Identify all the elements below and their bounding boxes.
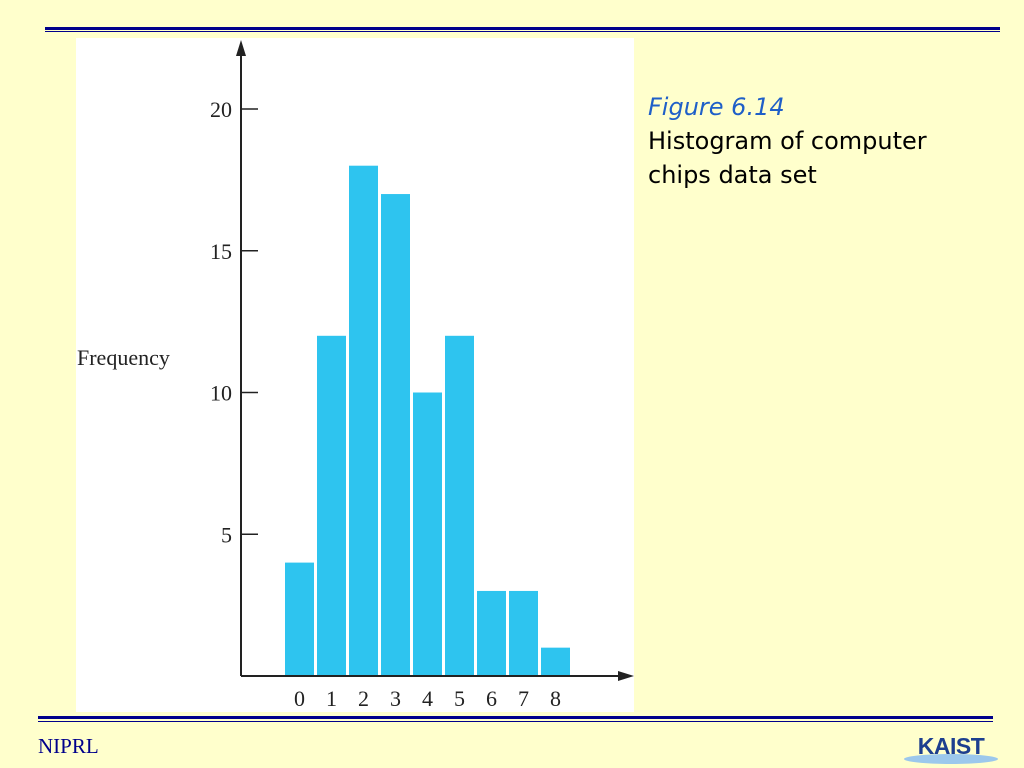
top-rule-thin [45, 31, 1000, 32]
y-tick-label: 5 [221, 522, 232, 547]
histogram-bar [317, 335, 346, 676]
figure-panel: 0 1 2 3 4 5 6 7 8 5 10 15 20 Frequency [76, 38, 634, 712]
y-tick-label: 20 [210, 97, 232, 122]
histogram-bar [349, 165, 378, 676]
x-tick-label: 5 [454, 686, 465, 711]
x-tick-label: 7 [518, 686, 529, 711]
x-tick-label: 0 [294, 686, 305, 711]
histogram-bar [381, 194, 410, 677]
caption-figure-number: Figure 6.14 [648, 93, 785, 121]
y-axis-arrow [236, 40, 246, 56]
histogram-bar [285, 562, 314, 676]
x-tick-label: 8 [550, 686, 561, 711]
x-tick-label: 4 [422, 686, 433, 711]
histogram-bar [509, 590, 538, 676]
histogram-bar [413, 392, 442, 676]
y-tick-label: 10 [210, 381, 232, 406]
x-tick-label: 1 [326, 686, 337, 711]
x-tick-label: 3 [390, 686, 401, 711]
histogram-bar [445, 335, 474, 676]
kaist-logo: KAIST [904, 733, 998, 764]
y-tick-label: 15 [210, 239, 232, 264]
x-tick-label: 6 [486, 686, 497, 711]
histogram-bar [477, 590, 506, 676]
top-rule [45, 27, 1000, 30]
y-axis-label: Frequency [77, 345, 170, 370]
figure-caption: Figure 6.14 Histogram of computer chips … [648, 90, 988, 192]
footer-org-label: NIPRL [38, 734, 99, 758]
caption-description: Histogram of computer chips data set [648, 127, 927, 189]
bottom-rule-thin [38, 721, 993, 722]
svg-text:KAIST: KAIST [918, 733, 985, 759]
x-axis-arrow [618, 671, 634, 681]
x-tick-label: 2 [358, 686, 369, 711]
bottom-rule [38, 716, 993, 719]
histogram-bar [541, 647, 570, 676]
